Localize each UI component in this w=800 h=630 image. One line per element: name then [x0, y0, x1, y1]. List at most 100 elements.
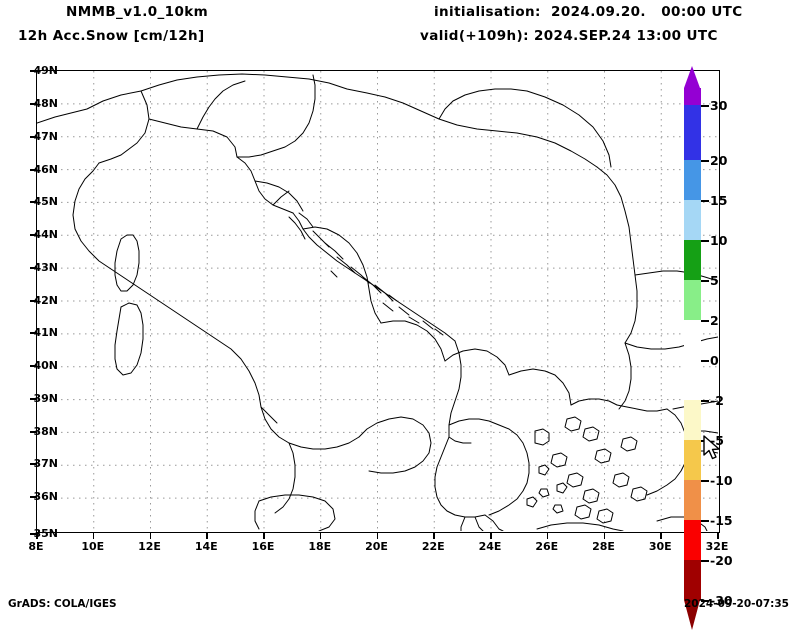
x-tick-label: 12E — [138, 540, 161, 553]
y-tick-label: 41N — [33, 326, 58, 339]
colorbar-tick — [701, 105, 709, 107]
initialisation-time: initialisation: 2024.09.20. 00:00 UTC — [434, 4, 743, 20]
colorbar-segment-neg2-0 — [684, 360, 701, 400]
y-tick-mark — [30, 234, 36, 236]
y-tick-mark — [30, 201, 36, 203]
colorbar-label: 5 — [710, 273, 719, 288]
colorbar-tick — [701, 200, 709, 202]
field-title: 12h Acc.Snow [cm/12h] — [18, 28, 205, 44]
y-tick-label: 37N — [33, 457, 58, 470]
y-tick-mark — [30, 463, 36, 465]
x-tick-label: 24E — [478, 540, 502, 553]
y-tick-label: 35N — [33, 527, 58, 540]
y-tick-mark — [30, 70, 36, 72]
colorbar-segment-0-2 — [684, 320, 701, 360]
y-tick-mark — [30, 332, 36, 334]
colorbar-segment-10-15 — [684, 200, 701, 240]
y-tick-mark — [30, 169, 36, 171]
colorbar-label: -15 — [710, 513, 733, 528]
colorbar-top-arrow — [684, 66, 700, 88]
colorbar-tick — [701, 600, 709, 602]
colorbar-label: -20 — [710, 553, 733, 568]
y-tick-label: 42N — [33, 294, 58, 307]
x-tick-label: 10E — [81, 540, 105, 553]
y-tick-mark — [30, 496, 36, 498]
colorbar-segment-20-30 — [684, 105, 701, 160]
model-title: NMMB_v1.0_10km — [66, 4, 209, 20]
x-tick-mark — [490, 533, 492, 539]
x-tick-label: 32E — [705, 540, 729, 553]
colorbar-label: 30 — [710, 98, 728, 113]
y-tick-label: 49N — [33, 64, 58, 77]
colorbar-segment-30-plus — [684, 88, 701, 105]
colorbar-segment-neg5-neg2 — [684, 400, 701, 440]
colorbar-tick — [701, 400, 709, 402]
colorbar-label: -2 — [710, 393, 724, 408]
y-tick-label: 40N — [33, 359, 58, 372]
x-tick-mark — [717, 533, 719, 539]
x-tick-mark — [92, 533, 95, 539]
x-tick-mark — [603, 533, 606, 539]
x-tick-mark — [263, 533, 265, 539]
y-tick-mark — [30, 365, 36, 367]
y-tick-mark — [30, 533, 36, 535]
mouse-pointer-icon — [702, 435, 722, 465]
y-tick-label: 38N — [33, 425, 58, 438]
colorbar-label: 20 — [710, 153, 728, 168]
x-tick-mark — [433, 533, 435, 539]
x-tick-mark — [660, 533, 662, 539]
colorbar-label: 0 — [710, 353, 719, 368]
x-tick-label: 20E — [365, 540, 388, 553]
grads-credit: GrADS: COLA/IGES — [8, 598, 117, 610]
y-tick-mark — [30, 103, 36, 105]
y-tick-mark — [30, 267, 36, 269]
x-tick-label: 30E — [648, 540, 672, 553]
colorbar-tick — [701, 360, 709, 362]
colorbar-tick — [701, 240, 709, 242]
y-tick-mark — [30, 398, 36, 400]
colorbar-segment-15-20 — [684, 160, 701, 200]
y-tick-label: 43N — [33, 261, 58, 274]
colorbar-segment-neg30-neg20 — [684, 560, 701, 600]
colorbar-segment-neg15-neg10 — [684, 480, 701, 520]
colorbar-segment-5-10 — [684, 240, 701, 280]
x-tick-mark — [376, 533, 379, 539]
colorbar-tick — [701, 520, 709, 522]
render-timestamp: 2024-09-20-07:35 — [684, 598, 789, 610]
map-plot-area[interactable] — [36, 70, 720, 533]
map-canvas — [37, 71, 719, 532]
x-tick-mark — [149, 533, 152, 539]
y-tick-label: 46N — [33, 163, 58, 176]
colorbar-label: 15 — [710, 193, 728, 208]
colorbar-segment-neg10-neg5 — [684, 440, 701, 480]
y-tick-label: 48N — [33, 97, 58, 110]
colorbar-tick — [701, 480, 709, 482]
y-tick-label: 44N — [33, 228, 58, 241]
x-tick-mark — [319, 533, 322, 539]
x-tick-mark — [36, 533, 38, 539]
y-tick-label: 39N — [33, 392, 58, 405]
colorbar-label: 10 — [710, 233, 728, 248]
valid-time: valid(+109h): 2024.SEP.24 13:00 UTC — [420, 28, 718, 44]
x-tick-label: 22E — [421, 540, 445, 553]
y-tick-label: 47N — [33, 130, 58, 143]
y-tick-label: 45N — [33, 195, 58, 208]
x-tick-label: 14E — [194, 540, 218, 553]
colorbar-tick — [701, 280, 709, 282]
x-tick-label: 26E — [535, 540, 559, 553]
x-tick-label: 28E — [592, 540, 615, 553]
x-tick-mark — [546, 533, 549, 539]
colorbar-tick — [701, 560, 709, 562]
y-tick-label: 36N — [33, 490, 58, 503]
colorbar-tick — [701, 160, 709, 162]
x-tick-label: 8E — [28, 540, 44, 553]
colorbar-tick — [701, 320, 709, 322]
colorbar-segment-2-5 — [684, 280, 701, 320]
x-tick-label: 18E — [308, 540, 332, 553]
y-tick-mark — [30, 431, 36, 433]
colorbar-label: 2 — [710, 313, 719, 328]
map-svg — [37, 71, 718, 531]
colorbar-label: -30 — [710, 593, 733, 608]
y-tick-mark — [30, 300, 36, 302]
